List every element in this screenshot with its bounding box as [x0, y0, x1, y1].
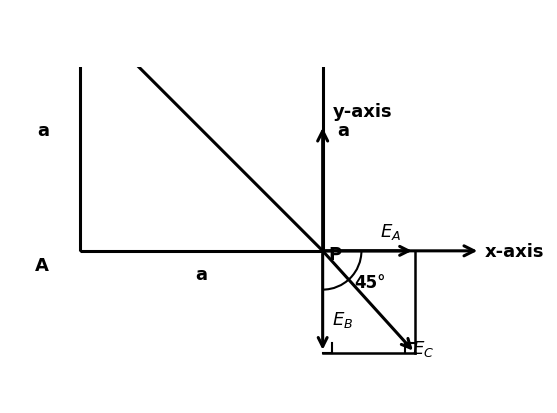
- Text: a: a: [37, 121, 49, 139]
- Text: C: C: [36, 0, 49, 2]
- Text: A: A: [35, 256, 49, 274]
- Text: a: a: [337, 121, 349, 139]
- Text: 45°: 45°: [354, 273, 385, 291]
- Text: $E_C$: $E_C$: [412, 338, 434, 358]
- Text: $E_B$: $E_B$: [333, 309, 354, 329]
- Text: x-axis: x-axis: [485, 242, 545, 260]
- Text: P: P: [329, 245, 342, 263]
- Text: a: a: [196, 266, 208, 284]
- Text: $E_A$: $E_A$: [380, 222, 401, 242]
- Text: y-axis: y-axis: [333, 103, 392, 121]
- Text: B: B: [330, 0, 344, 2]
